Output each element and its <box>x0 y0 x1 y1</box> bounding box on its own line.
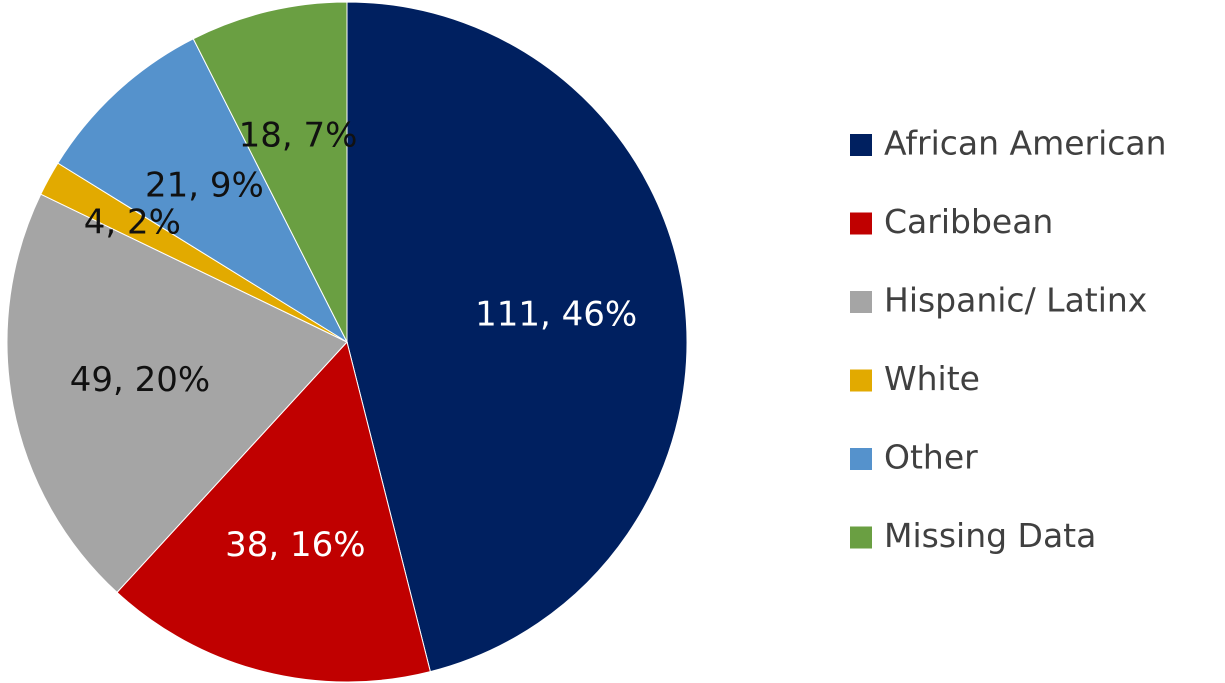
legend-label: Hispanic/ Latinx <box>884 281 1147 320</box>
data-label: 38, 16% <box>225 525 365 565</box>
pie-slice <box>57 38 349 344</box>
legend-swatch <box>850 212 872 235</box>
pie-slice <box>116 340 431 683</box>
legend-label: Caribbean <box>884 202 1053 241</box>
legend-swatch <box>850 526 872 549</box>
legend-label: Other <box>884 438 978 477</box>
data-label: 21, 9% <box>145 165 264 205</box>
data-label: 18, 7% <box>239 115 358 155</box>
legend-swatch <box>850 448 872 470</box>
pie-slice <box>346 1 688 673</box>
data-label: 49, 20% <box>70 360 210 400</box>
legend-label: Missing Data <box>884 516 1096 555</box>
data-label: 111, 46% <box>475 294 637 334</box>
legend-swatch <box>850 369 872 392</box>
pie-slice <box>192 1 348 343</box>
legend-swatch <box>850 291 872 313</box>
pie-slice <box>6 193 348 594</box>
legend-label: African American <box>884 124 1167 163</box>
data-label: 4, 2% <box>84 203 181 243</box>
legend-label: White <box>884 359 980 398</box>
legend-swatch <box>850 134 872 156</box>
